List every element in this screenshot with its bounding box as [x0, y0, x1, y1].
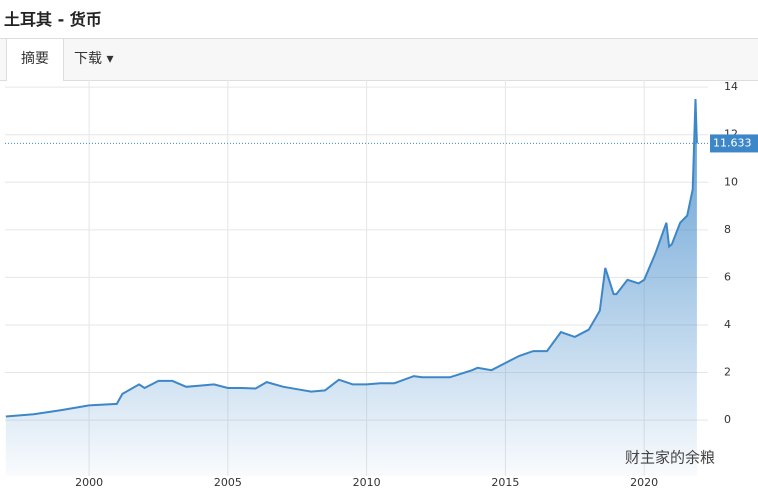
last-value-label: 11.633 [713, 136, 752, 149]
page-title: 土耳其 - 货币 [4, 10, 102, 29]
area [5, 99, 697, 476]
tab-bar: 摘要 下载 ▾ [0, 38, 758, 81]
x-tick-label: 2000 [75, 476, 103, 489]
y-tick-label: 0 [724, 413, 731, 426]
tab-label[interactable]: 下载 [74, 51, 102, 67]
y-tick-label: 14 [724, 80, 738, 93]
tab[interactable]: 下载 ▾ [74, 51, 114, 67]
y-tick-label: 8 [724, 223, 731, 236]
watermark: 财主家的余粮 [625, 449, 715, 467]
last-value-box [710, 134, 758, 153]
x-tick-label: 2015 [491, 476, 519, 489]
line [5, 98, 698, 418]
y-tick-label: 4 [724, 318, 731, 331]
x-tick-label: 2010 [353, 476, 381, 489]
y-tick-label: 6 [724, 270, 731, 283]
y-tick-label: 10 [724, 175, 738, 188]
x-tick-label: 2005 [214, 476, 242, 489]
x-tick-label: 2020 [630, 476, 658, 489]
tab[interactable]: 摘要 [6, 39, 64, 81]
y-tick-label: 2 [724, 366, 731, 379]
